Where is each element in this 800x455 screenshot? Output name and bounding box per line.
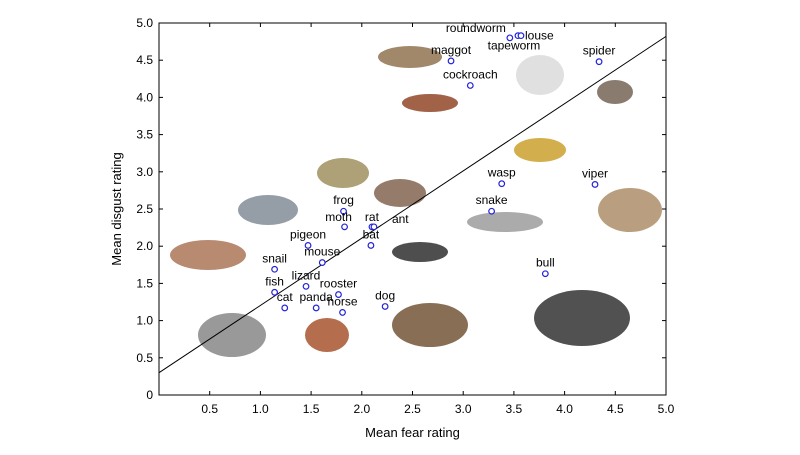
cockroach-picture	[402, 94, 458, 112]
pigeon-picture	[238, 195, 298, 225]
y-axis-label: Mean disgust rating	[109, 152, 124, 265]
point-label-roundworm: roundworm	[446, 21, 506, 35]
data-point-spider	[595, 58, 603, 66]
y-tick-label: 2.5	[136, 202, 153, 216]
snake-picture	[467, 212, 543, 232]
point-label-bat: bat	[363, 227, 380, 241]
point-label-tapeworm: tapeworm	[488, 39, 541, 53]
point-label-rooster: rooster	[320, 277, 357, 291]
data-point-horse	[339, 309, 346, 316]
y-tick-label: 4.0	[136, 90, 153, 104]
data-point-bat	[367, 242, 375, 249]
data-point-maggot	[447, 57, 455, 65]
x-tick-label: 0.5	[201, 402, 218, 416]
x-tick-label: 2.0	[353, 402, 370, 416]
x-tick-label: 4.5	[607, 402, 624, 416]
data-point-snake	[488, 207, 495, 215]
point-label-horse: horse	[328, 294, 358, 308]
data-point-ant	[370, 223, 378, 231]
x-tick-label: 1.5	[303, 402, 320, 416]
point-label-lizard: lizard	[292, 268, 321, 282]
point-label-fish: fish	[265, 274, 284, 288]
point-label-frog: frog	[333, 193, 354, 207]
data-point-pigeon	[304, 242, 312, 249]
data-point-viper	[591, 181, 599, 188]
data-point-fish	[271, 288, 278, 296]
x-tick-label: 3.0	[455, 402, 472, 416]
tapeworm-picture	[516, 55, 564, 95]
data-point-cat	[281, 304, 289, 312]
x-tick-label: 3.5	[506, 402, 523, 416]
y-tick-label: 3.5	[136, 128, 153, 142]
fit-line	[158, 35, 667, 374]
point-label-dog: dog	[375, 288, 395, 302]
data-point-lizard	[302, 282, 310, 290]
data-point-snail	[271, 265, 278, 273]
data-point-bull	[541, 270, 549, 278]
cat-picture	[198, 313, 266, 357]
y-tick-label: 0.5	[136, 351, 153, 365]
data-point-louse	[517, 32, 525, 40]
rat-picture	[374, 179, 426, 207]
data-point-moth	[341, 223, 348, 231]
point-label-snail: snail	[262, 251, 287, 265]
y-tick-label: 0	[146, 388, 153, 402]
point-label-louse: louse	[525, 29, 554, 43]
data-point-rooster	[335, 291, 342, 298]
data-point-dog	[381, 303, 389, 310]
point-label-rat: rat	[365, 210, 380, 224]
x-tick-label: 4.0	[556, 402, 573, 416]
point-label-viper: viper	[582, 166, 608, 180]
data-point-roundworm	[506, 34, 514, 42]
y-tick-label: 1.5	[136, 276, 153, 290]
data-point-frog	[340, 207, 347, 215]
y-tick-label: 2.0	[136, 239, 153, 253]
point-label-spider: spider	[583, 44, 616, 58]
y-tick-label: 5.0	[136, 16, 153, 30]
dog-picture	[392, 303, 468, 347]
point-label-mouse: mouse	[304, 245, 340, 259]
x-tick-label: 5.0	[658, 402, 675, 416]
snail-picture	[170, 240, 246, 270]
x-axis-label: Mean fear rating	[365, 425, 460, 440]
x-tick-label: 2.5	[404, 402, 421, 416]
point-label-bull: bull	[536, 256, 555, 270]
panda-picture	[305, 318, 349, 352]
data-point-wasp	[498, 180, 506, 188]
point-label-cat: cat	[277, 290, 294, 304]
bull-picture	[534, 290, 630, 346]
wasp-picture	[514, 138, 566, 162]
data-point-mouse	[318, 259, 326, 266]
point-label-snake: snake	[476, 193, 508, 207]
point-label-wasp: wasp	[487, 166, 516, 180]
point-label-ant: ant	[392, 212, 409, 226]
point-label-maggot: maggot	[431, 43, 472, 57]
animal-pictures	[170, 46, 662, 357]
point-label-cockroach: cockroach	[443, 67, 498, 81]
maggot-picture	[378, 46, 442, 68]
y-tick-label: 3.0	[136, 165, 153, 179]
y-tick-label: 4.5	[136, 53, 153, 67]
data-point-panda	[312, 304, 320, 312]
point-label-panda: panda	[299, 290, 333, 304]
y-tick-label: 1.0	[136, 314, 153, 328]
point-label-pigeon: pigeon	[290, 227, 326, 241]
data-point-cockroach	[466, 82, 474, 89]
spider-picture	[597, 80, 633, 104]
viper-picture	[598, 188, 662, 232]
ant-picture	[392, 242, 448, 262]
point-label-moth: moth	[325, 210, 352, 224]
x-tick-label: 1.0	[252, 402, 269, 416]
frog-picture	[317, 158, 369, 188]
